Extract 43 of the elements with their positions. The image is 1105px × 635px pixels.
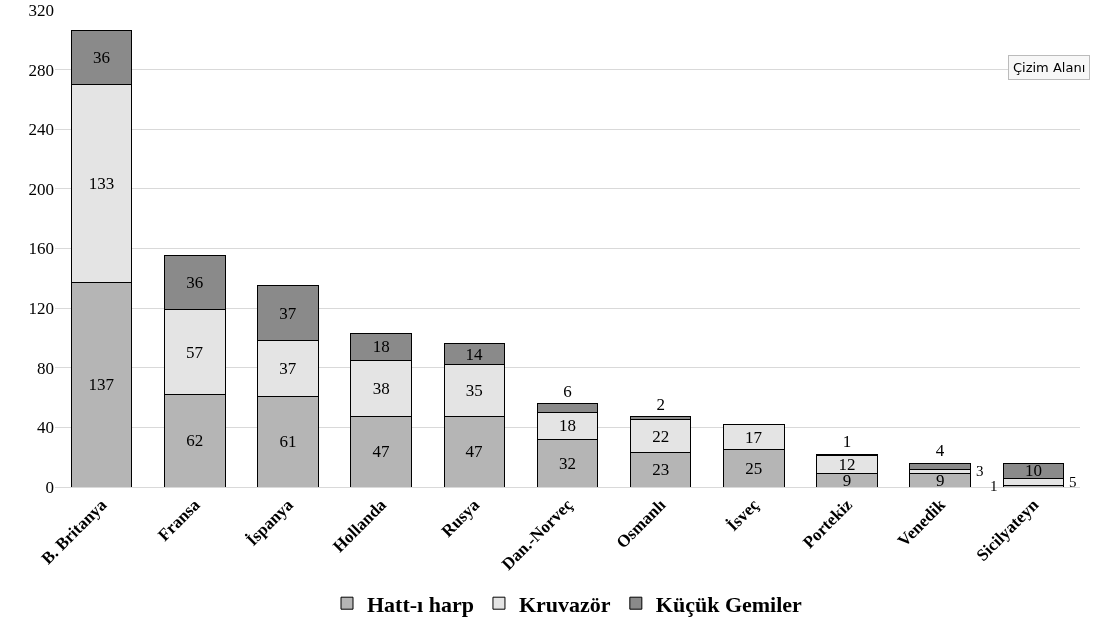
data-label: 2 [656,394,665,414]
data-label: 137 [88,375,115,395]
data-label: 18 [559,416,576,436]
data-label: 10 [1024,461,1042,481]
data-label: 1 [990,478,998,494]
data-label: 18 [372,337,390,357]
data-label: 57 [186,342,204,362]
data-label: 61 [279,432,297,452]
data-label: 17 [745,427,763,447]
data-label: 32 [559,453,576,473]
data-label: 1 [842,432,852,452]
data-label: 5 [1069,474,1077,490]
y-tick-label: 280 [28,60,54,80]
y-tick-label: 200 [28,179,54,199]
data-label: 47 [372,442,390,462]
data-label: 37 [279,303,297,323]
data-label: 14 [465,344,484,364]
y-tick-label: 40 [37,418,54,438]
legend-label: Hatt-ı harp [367,591,474,617]
data-label: 37 [279,358,297,378]
data-label: 36 [93,48,111,68]
data-label: 9 [935,470,945,490]
legend-label: Küçük Gemiler [655,591,803,617]
y-tick-label: 240 [28,120,54,140]
data-label: 38 [372,379,390,399]
data-label: 36 [186,273,204,293]
y-tick-label: 160 [28,239,54,259]
y-tick-label: 0 [45,477,54,497]
annotation: Çizim Alanı [1013,60,1086,75]
data-label: 22 [652,426,670,446]
data-label: 23 [652,460,670,480]
data-label: 25 [745,458,763,478]
y-tick-label: 320 [28,0,54,20]
data-label: 62 [186,431,204,451]
y-tick-label: 120 [28,299,54,319]
data-label: 35 [465,381,483,401]
legend-label: Kruvazör [518,591,611,617]
y-tick-label: 80 [37,358,54,378]
data-label: 47 [465,442,484,462]
data-label: 6 [563,381,572,401]
data-label: 4 [935,441,945,461]
data-label: 3 [976,463,984,479]
data-label: 133 [88,174,115,194]
